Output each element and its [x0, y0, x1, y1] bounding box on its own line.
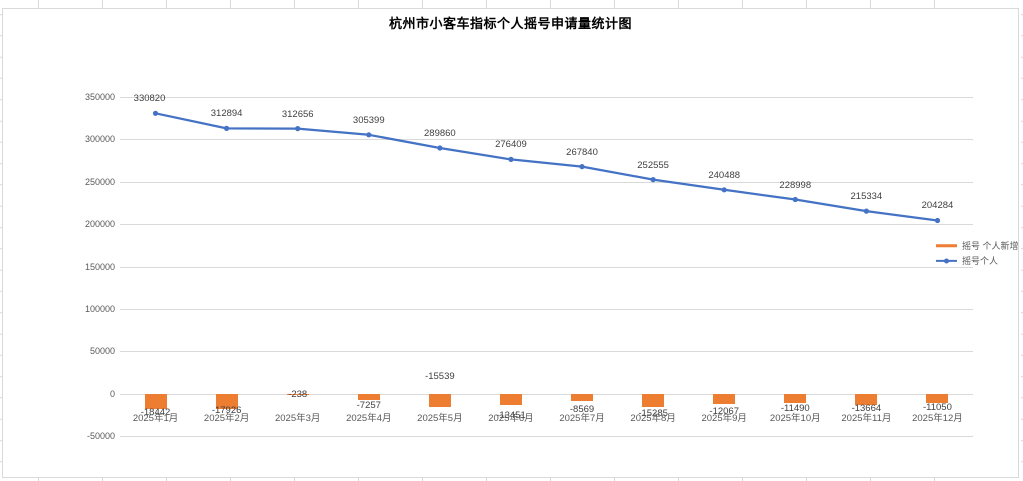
legend-label: 摇号个人: [962, 256, 999, 266]
bar-2025年9月: [713, 393, 736, 404]
bar-2025年10月: [784, 393, 807, 404]
line-marker: [934, 217, 941, 224]
line-marker: [224, 125, 230, 131]
line-marker: [508, 156, 514, 162]
bar-data-label: -7257: [356, 399, 381, 411]
bar-2025年8月: [642, 393, 665, 407]
y-gridline: [120, 351, 973, 353]
y-gridline: [120, 181, 973, 183]
y-gridline: [120, 97, 973, 98]
line-marker: [579, 164, 585, 170]
line-data-label: 312894: [210, 108, 243, 120]
y-axis-tick-label: 50000: [89, 346, 115, 357]
legend-item-bar-series[interactable]: 摇号 个人新增: [936, 238, 1019, 253]
line-marker: [295, 126, 301, 132]
chart-legend[interactable]: 摇号 个人新增 摇号个人: [936, 238, 1019, 268]
y-gridline: [120, 224, 973, 226]
x-axis-category-label: 2025年8月: [630, 412, 676, 424]
x-axis-category-label: 2025年4月: [346, 412, 392, 424]
line-marker: [152, 110, 159, 116]
bar-data-label: -12067: [709, 406, 739, 417]
bar-2025年11月: [855, 393, 878, 406]
bar-data-label: -8569: [569, 403, 595, 415]
chart-title: 杭州市小客车指标个人摇号申请量统计图: [388, 16, 632, 31]
line-data-label: 289860: [424, 127, 456, 139]
line-data-label: 252555: [637, 159, 669, 171]
bar-data-label: -18442: [140, 406, 171, 418]
line-data-label: 215334: [850, 191, 883, 203]
y-axis-tick-label: 200000: [84, 219, 115, 230]
legend-label: 摇号 个人新增: [962, 241, 1019, 251]
y-axis-tick-label: 300000: [84, 134, 115, 145]
x-axis-category-label: 2025年11月: [841, 412, 892, 424]
bar-data-label: -15539: [425, 370, 455, 382]
bar-data-label: -11490: [780, 403, 810, 414]
bar-data-label: -15285: [638, 407, 668, 419]
line-series-key-icon: [936, 257, 957, 265]
x-axis-category-label: 2025年1月: [132, 412, 179, 424]
line-data-label: 312656: [281, 108, 314, 120]
y-gridline: [120, 139, 973, 141]
legend-item-line-series[interactable]: 摇号个人: [936, 253, 1019, 268]
x-axis-category-label: 2025年9月: [701, 412, 747, 424]
x-axis-category-label: 2025年7月: [559, 412, 605, 424]
bar-series-key-icon: [936, 242, 957, 250]
y-axis-tick-label: 150000: [84, 261, 115, 272]
x-axis-category-label: 2025年6月: [488, 412, 534, 424]
line-data-label: 267840: [566, 146, 598, 158]
line-marker: [863, 208, 870, 214]
line-marker: [366, 132, 372, 138]
bar-2025年7月: [571, 393, 594, 401]
y-axis-tick-label: -50000: [86, 431, 115, 441]
line-data-label: 240488: [708, 169, 741, 181]
bar-2025年3月: [286, 393, 309, 395]
bar-2025年6月: [499, 393, 522, 406]
x-axis-category-label: 2025年5月: [417, 412, 463, 424]
bar-2025年2月: [215, 393, 238, 409]
bar-data-label: -11050: [923, 402, 952, 413]
line-data-label: 330820: [133, 93, 166, 105]
line-data-label: 228998: [779, 179, 812, 191]
y-gridline: [120, 436, 973, 437]
chart-object[interactable]: 杭州市小客车指标个人摇号申请量统计图 摇号 个人新增 摇号个人 350000 300…: [2, 8, 1019, 478]
sheet-column-gridlines-top: [0, 0, 1023, 8]
x-axis-category-label: 2025年3月: [274, 412, 321, 424]
bar-2025年5月: [428, 393, 451, 407]
line-marker: [437, 145, 443, 151]
x-axis-category-label: 2025年12月: [912, 412, 963, 424]
y-gridline: [120, 393, 973, 395]
line-data-label: 276409: [495, 139, 527, 151]
bar-data-label: -238: [288, 388, 308, 400]
x-axis-category-label: 2025年10月: [769, 412, 821, 424]
bar-data-label: -13664: [851, 403, 882, 414]
y-axis-tick-label: 0: [109, 388, 115, 399]
bar-2025年12月: [926, 393, 949, 403]
line-data-label: 305399: [352, 114, 385, 126]
y-axis-tick-label: 250000: [84, 176, 115, 187]
bar-2025年1月: [144, 393, 167, 410]
y-gridline: [120, 308, 973, 310]
y-axis-tick-label: 100000: [84, 303, 115, 314]
bar-data-label: -17926: [211, 405, 242, 416]
y-axis-tick-label: 350000: [84, 92, 115, 102]
x-axis-category-label: 2025年2月: [203, 412, 250, 424]
bar-data-label: -13451: [496, 410, 526, 421]
line-marker: [721, 187, 727, 193]
line-marker: [792, 196, 798, 203]
y-gridline: [120, 266, 973, 268]
bar-2025年4月: [357, 393, 380, 400]
line-data-label: 204284: [921, 200, 954, 212]
